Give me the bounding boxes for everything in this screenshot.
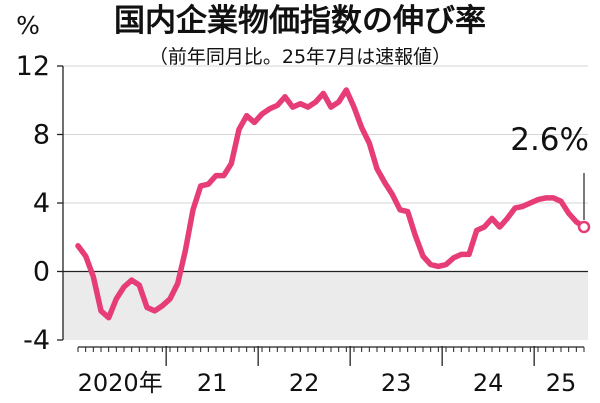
y-tick-label: 8 bbox=[33, 120, 50, 151]
y-tick-label: -4 bbox=[23, 325, 50, 356]
y-tick-label: 12 bbox=[16, 51, 50, 82]
y-tick-label: 0 bbox=[33, 257, 50, 288]
chart-subtitle: （前年同月比。25年7月は速報値） bbox=[149, 46, 451, 68]
annotations: 2.6% bbox=[510, 122, 589, 220]
x-year-label: 22 bbox=[289, 369, 320, 397]
x-year-label: 21 bbox=[197, 369, 228, 397]
x-year-label: 2020年 bbox=[78, 369, 163, 397]
x-year-label: 24 bbox=[473, 369, 504, 397]
x-year-label: 23 bbox=[381, 369, 412, 397]
series-group bbox=[75, 87, 591, 321]
chart-title: 国内企業物価指数の伸び率 bbox=[114, 3, 486, 39]
last-point-marker bbox=[577, 220, 591, 234]
x-axis: 2020年 21 22 23 24 25 bbox=[77, 346, 585, 397]
x-year-label: 25 bbox=[546, 369, 577, 397]
series-line bbox=[75, 87, 587, 321]
y-gridlines bbox=[63, 65, 588, 273]
y-axis: 12 8 4 0 -4 bbox=[16, 51, 64, 356]
negative-zone-fill bbox=[63, 271, 588, 340]
negative-zone bbox=[63, 271, 588, 340]
y-axis-unit: % bbox=[16, 11, 40, 40]
y-tick-label: 4 bbox=[33, 188, 50, 219]
callout-label: 2.6% bbox=[510, 122, 589, 158]
